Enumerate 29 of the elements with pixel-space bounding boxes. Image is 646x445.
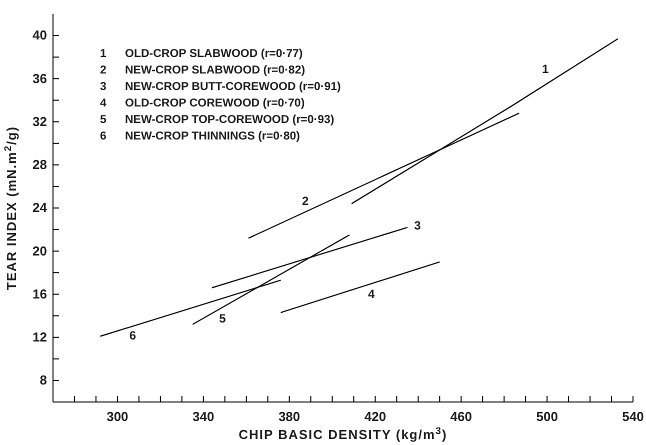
x-tick-label: 500 — [536, 409, 558, 424]
text: 6 NEW-CROP THINNINGS (r=0·80) — [100, 130, 300, 142]
series-label: 1 — [542, 62, 550, 76]
series-label: 3 — [414, 218, 422, 233]
y-tick-label: 28 — [32, 157, 47, 172]
x-axis-title: CHIP BASIC DENSITY (kg/m$^{3}$) — [238, 426, 448, 442]
y-tick-label: 20 — [32, 243, 47, 258]
series-label: 2 — [302, 194, 309, 208]
text: 3 NEW-CROP BUTT-COREWOOD (r=0·91) — [100, 81, 341, 93]
text: 1 OLD-CROP SLABWOOD (r=0·77) — [100, 48, 303, 60]
text: 4 OLD-CROP COREWOOD (r=0·70) — [100, 98, 305, 110]
y-tick-label: 40 — [32, 28, 47, 43]
y-tick-label: 32 — [32, 114, 47, 129]
series-label: 4 — [368, 286, 375, 301]
series-label: 6 — [129, 328, 136, 342]
x-tick-label: 460 — [450, 409, 472, 424]
text: 5 NEW-CROP TOP-COREWOOD (r=0·93) — [100, 114, 334, 126]
x-tick-label: 540 — [622, 409, 644, 424]
x-tick-label: 420 — [364, 409, 386, 424]
series-label: 5 — [219, 312, 226, 326]
x-tick-label: 300 — [106, 409, 128, 424]
y-tick-label: 8 — [40, 372, 47, 388]
x-tick-label: 380 — [278, 409, 300, 424]
y-tick-label: 12 — [32, 329, 47, 344]
y-tick-label: 24 — [32, 200, 48, 216]
y-tick-label: 16 — [32, 286, 47, 302]
y-tick-label: 36 — [32, 70, 47, 86]
text: 2 NEW-CROP SLABWOOD (r=0·82) — [100, 64, 306, 76]
x-tick-label: 340 — [192, 409, 214, 424]
